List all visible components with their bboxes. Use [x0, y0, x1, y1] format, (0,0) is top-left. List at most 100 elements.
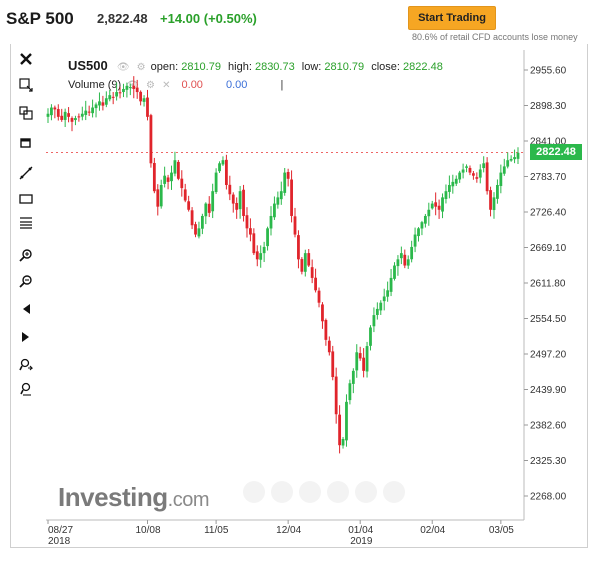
candle-down [249, 228, 252, 235]
high-value: 2830.73 [254, 61, 295, 73]
candle-up [478, 169, 482, 178]
candle-down [314, 277, 317, 291]
nav-button[interactable] [355, 481, 377, 503]
low-value: 2810.79 [324, 61, 365, 73]
rectangle-icon[interactable] [14, 188, 38, 210]
candle-up [173, 160, 177, 174]
x-tick-label: 03/05 [489, 525, 514, 536]
candle-up [163, 175, 167, 184]
candle-up [382, 296, 386, 302]
candle-down [300, 259, 304, 272]
candle-up [74, 118, 77, 121]
x-tick-year: 2019 [350, 536, 373, 547]
zoom-out-icon[interactable] [14, 270, 38, 292]
candle-down [101, 102, 105, 106]
volume-cursor-mark: | [280, 79, 284, 91]
candle-up [427, 209, 431, 217]
nav-button[interactable] [299, 481, 321, 503]
candle-up [375, 308, 379, 315]
y-tick-label: 2783.70 [530, 172, 567, 183]
candle-up [399, 253, 403, 259]
nav-button[interactable] [243, 481, 265, 503]
candle-down [87, 111, 91, 113]
candle-down [207, 203, 211, 213]
candle-down [111, 96, 115, 98]
candle-up [355, 352, 359, 371]
nav-button[interactable] [327, 481, 349, 503]
compare-icon[interactable] [14, 102, 38, 124]
start-trading-button[interactable]: Start Trading [408, 6, 496, 30]
candle-down [324, 319, 328, 340]
candle-up [142, 98, 146, 102]
candle-down [327, 340, 331, 353]
candle-down [321, 304, 324, 322]
y-tick-label: 2382.60 [530, 421, 567, 432]
eye-icon[interactable]: 👁 [116, 62, 130, 73]
zoom-in-icon[interactable] [14, 244, 38, 266]
candle-up [389, 277, 393, 292]
nav-button[interactable] [271, 481, 293, 503]
reset-zoom-icon[interactable] [14, 354, 38, 376]
candle-down [434, 202, 438, 207]
fit-icon[interactable] [14, 378, 38, 400]
gear-icon[interactable]: ⚙ [136, 62, 146, 73]
candle-up [413, 234, 417, 247]
candle-up [430, 203, 434, 209]
scroll-left-icon[interactable] [14, 298, 38, 320]
candle-down [334, 376, 338, 415]
crosshair-icon[interactable] [14, 74, 38, 96]
candle-up [348, 383, 352, 401]
volume-value-1: 0.00 [181, 79, 203, 91]
candle-up [341, 439, 345, 446]
candle-up [283, 172, 287, 193]
candle-down [317, 290, 321, 303]
candle-up [115, 92, 119, 97]
candle-up [170, 172, 173, 182]
close-icon[interactable]: ✕ [162, 80, 171, 91]
candle-up [238, 191, 242, 210]
volume-legend: Volume (9) 👁 ⚙ ✕ 0.00 0.00 | [68, 79, 283, 91]
candle-up [386, 290, 390, 297]
candle-down [231, 194, 235, 204]
y-tick-label: 2268.00 [530, 492, 567, 503]
candle-down [338, 414, 342, 446]
trendline-icon[interactable] [14, 162, 38, 184]
eye-icon[interactable]: 👁 [126, 80, 139, 91]
candle-up [502, 166, 506, 174]
candle-up [218, 163, 221, 172]
close-icon[interactable] [14, 48, 38, 70]
chart-frame [10, 44, 588, 548]
candle-up [499, 172, 503, 187]
candle-down [245, 215, 249, 229]
candle-down [485, 162, 489, 192]
candle-down [290, 179, 293, 216]
nav-button[interactable] [383, 481, 405, 503]
candle-up [496, 184, 499, 199]
drawing-toolbar [14, 48, 38, 408]
candle-up [345, 401, 348, 441]
y-tick-label: 2497.20 [530, 350, 567, 361]
quote-header: S&P 500 2,822.48 +14.00 (+0.50%) Start T… [0, 0, 599, 44]
scroll-right-icon[interactable] [14, 326, 38, 348]
candle-up [197, 228, 201, 237]
fibonacci-icon[interactable] [14, 212, 38, 234]
y-tick-label: 2611.80 [530, 279, 566, 290]
candle-down [307, 253, 311, 266]
gear-icon[interactable]: ⚙ [146, 80, 155, 91]
settings-icon[interactable] [14, 132, 38, 154]
candle-down [489, 190, 492, 210]
candle-up [91, 107, 94, 114]
candle-down [475, 177, 479, 179]
candle-up [509, 158, 513, 161]
candle-up [303, 253, 307, 272]
candle-up [465, 166, 468, 168]
candle-down [194, 224, 197, 235]
x-tick-label: 11/05 [204, 525, 229, 536]
candle-down [228, 184, 232, 195]
candle-down [293, 216, 297, 235]
candle-down [286, 172, 290, 179]
candle-up [211, 191, 215, 212]
candle-up [444, 191, 448, 200]
candle-up [492, 197, 496, 211]
